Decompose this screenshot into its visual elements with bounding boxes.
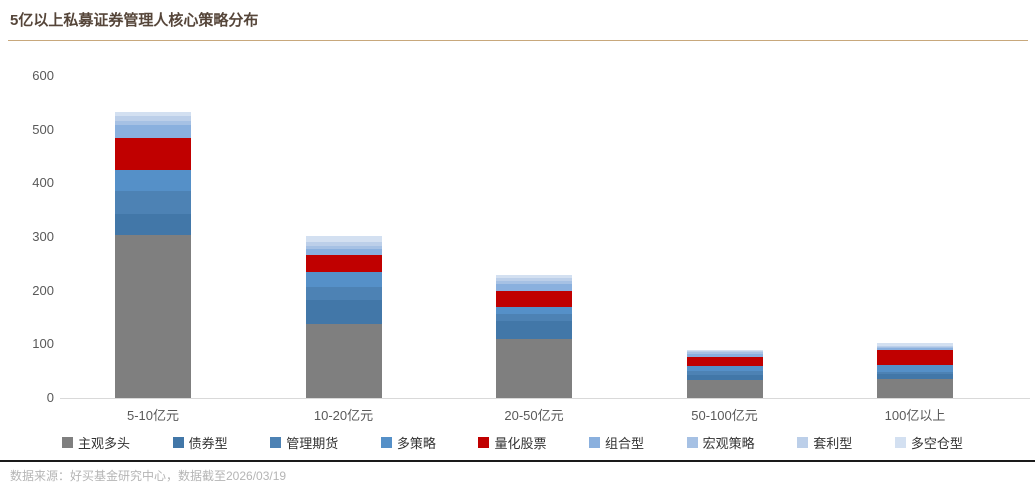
bar-segment-套利型 <box>496 278 572 282</box>
bar-10-20亿元 <box>305 236 382 398</box>
bar-segment-多空仓型 <box>496 275 572 279</box>
bar-segment-债券型 <box>877 373 953 380</box>
legend-swatch <box>380 437 392 448</box>
legend-swatch <box>62 437 73 448</box>
bar-segment-宏观策略 <box>305 245 382 250</box>
bar-segment-多策略 <box>686 366 763 371</box>
legend-label: 组合型 <box>605 436 645 451</box>
title-divider <box>8 40 1028 41</box>
x-axis-baseline <box>60 398 1030 399</box>
bar-segment-组合型 <box>686 353 763 357</box>
bar-segment-债券型 <box>305 299 382 325</box>
bar-segment-组合型 <box>877 348 953 351</box>
bar-segment-主观多头 <box>877 379 953 398</box>
bar-segment-管理期货 <box>496 314 572 322</box>
legend-label: 多空仓型 <box>910 436 963 451</box>
y-axis-tick-label: 0 <box>46 390 54 405</box>
x-axis-label: 100亿以上 <box>884 408 946 423</box>
legend-label: 多策略 <box>396 436 436 451</box>
legend-item-多空仓型: 多空仓型 <box>894 433 963 452</box>
legend-label: 主观多头 <box>78 436 131 451</box>
bar-segment-管理期货 <box>305 286 382 300</box>
bar-segment-宏观策略 <box>496 281 572 285</box>
bar-segment-多空仓型 <box>877 343 953 346</box>
legend-swatch <box>686 437 698 448</box>
legend-label: 债券型 <box>188 436 228 451</box>
bar-segment-多空仓型 <box>305 236 382 242</box>
legend-swatch <box>797 437 809 448</box>
bar-segment-多空仓型 <box>115 112 191 117</box>
bar-segment-多策略 <box>115 169 191 191</box>
bar-20-50亿元 <box>496 275 572 398</box>
bar-segment-组合型 <box>496 284 572 292</box>
legend-label: 宏观策略 <box>702 436 755 451</box>
legend-swatch <box>589 437 601 448</box>
bar-segment-套利型 <box>877 346 953 348</box>
bar-segment-管理期货 <box>686 370 763 375</box>
legend-swatch <box>172 437 184 448</box>
legend: 主观多头 债券型 管理期货 多策略 量化股票 组合型 宏观策略 套利型 多空仓型 <box>62 433 963 452</box>
y-axis-tick-label: 100 <box>32 336 54 352</box>
x-axis-label: 10-20亿元 <box>313 408 374 423</box>
bar-segment-主观多头 <box>115 234 191 398</box>
x-axis-label: 5-10亿元 <box>126 408 180 423</box>
legend-item-宏观策略: 宏观策略 <box>686 433 755 452</box>
bar-segment-管理期货 <box>877 371 953 374</box>
bar-segment-债券型 <box>686 374 763 380</box>
bar-segment-宏观策略 <box>115 121 191 125</box>
bar-segment-主观多头 <box>305 324 382 398</box>
bar-segment-债券型 <box>115 213 191 235</box>
bar-segment-套利型 <box>115 116 191 122</box>
legend-label: 量化股票 <box>494 436 547 451</box>
bar-100亿以上 <box>877 343 953 398</box>
bar-segment-多策略 <box>496 307 572 315</box>
bar-segment-量化股票 <box>686 356 763 367</box>
bar-segment-量化股票 <box>496 291 572 308</box>
bar-segment-主观多头 <box>496 338 572 398</box>
legend-item-组合型: 组合型 <box>589 433 644 452</box>
bar-5-10亿元 <box>115 112 191 398</box>
legend-label: 管理期货 <box>286 436 339 451</box>
y-axis-tick-label: 500 <box>32 121 54 137</box>
bar-segment-宏观策略 <box>877 347 953 349</box>
bar-segment-量化股票 <box>115 137 191 170</box>
x-axis-label: 20-50亿元 <box>504 408 564 423</box>
legend-swatch <box>478 437 490 448</box>
bar-segment-量化股票 <box>305 255 382 272</box>
bar-segment-宏观策略 <box>686 351 763 354</box>
legend-swatch <box>270 437 282 448</box>
legend-item-多策略: 多策略 <box>380 433 436 452</box>
y-axis-tick-label: 600 <box>32 68 54 83</box>
bar-segment-量化股票 <box>877 350 953 366</box>
bar-segment-套利型 <box>686 350 763 352</box>
bar-segment-债券型 <box>496 321 572 339</box>
bar-segment-套利型 <box>305 241 382 246</box>
legend-swatch <box>894 437 906 448</box>
bar-segment-多策略 <box>877 365 953 372</box>
bar-segment-管理期货 <box>115 190 191 214</box>
legend-item-量化股票: 量化股票 <box>478 433 546 452</box>
footer-divider <box>0 460 1035 462</box>
legend-item-债券型: 债券型 <box>172 433 228 452</box>
y-axis-tick-label: 400 <box>32 175 54 191</box>
bar-segment-组合型 <box>305 249 382 256</box>
bar-segment-多策略 <box>305 271 382 287</box>
chart-title: 5亿以上私募证券管理人核心策略分布 <box>10 12 259 29</box>
bar-50-100亿元 <box>686 349 763 398</box>
y-axis-tick-label: 200 <box>32 282 54 298</box>
legend-item-主观多头: 主观多头 <box>62 433 130 452</box>
legend-item-管理期货: 管理期货 <box>270 433 338 452</box>
legend-label: 套利型 <box>813 436 853 451</box>
legend-item-套利型: 套利型 <box>797 433 852 452</box>
bar-segment-主观多头 <box>686 379 763 398</box>
bar-segment-组合型 <box>115 124 191 138</box>
x-axis-label: 50-100亿元 <box>691 408 758 423</box>
footer-source-text: 数据来源：好买基金研究中心，数据截至2026/03/19 <box>10 469 287 483</box>
bar-segment-多空仓型 <box>686 349 763 351</box>
y-axis-tick-label: 300 <box>32 229 54 244</box>
